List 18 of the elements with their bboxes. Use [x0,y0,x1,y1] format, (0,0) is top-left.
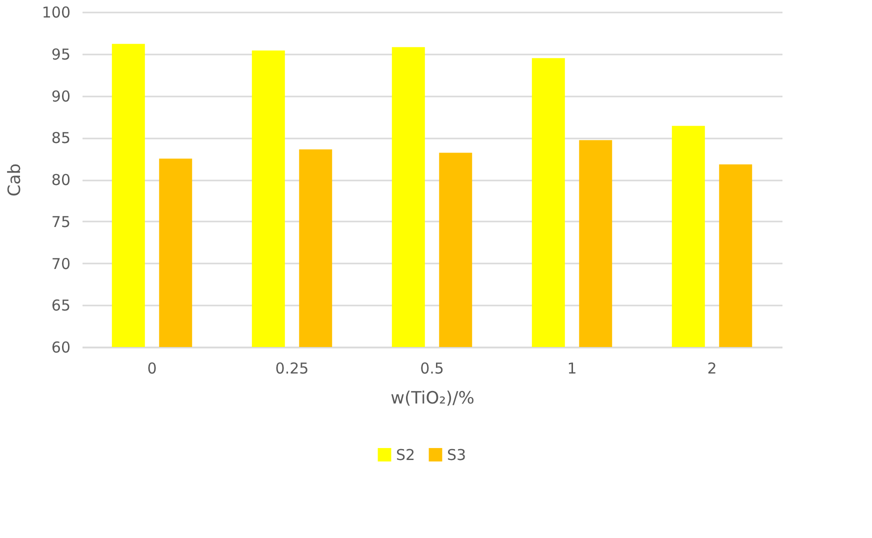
y-tick-label: 60 [51,338,70,356]
y-tick-label: 75 [51,212,70,231]
x-axis-title: w(TiO₂)/% [390,388,474,408]
y-tick-label: 95 [51,45,70,64]
y-tick-label: 100 [42,4,70,22]
x-tick-label: 1 [567,360,577,378]
x-tick-label: 0.25 [275,360,309,378]
y-tick-label: 65 [51,296,70,315]
y-tick-label: 85 [51,129,70,148]
legend-label: S3 [447,446,466,464]
y-axis-title: Cab [4,163,25,197]
legend-label: S2 [396,446,416,464]
y-tick-label: 80 [51,171,70,189]
x-tick-label: 2 [707,360,717,378]
y-tick-label: 70 [51,254,70,273]
x-tick-label: 0.5 [420,360,444,378]
y-tick-label: 90 [51,87,70,106]
x-tick-label: 0 [147,360,157,378]
